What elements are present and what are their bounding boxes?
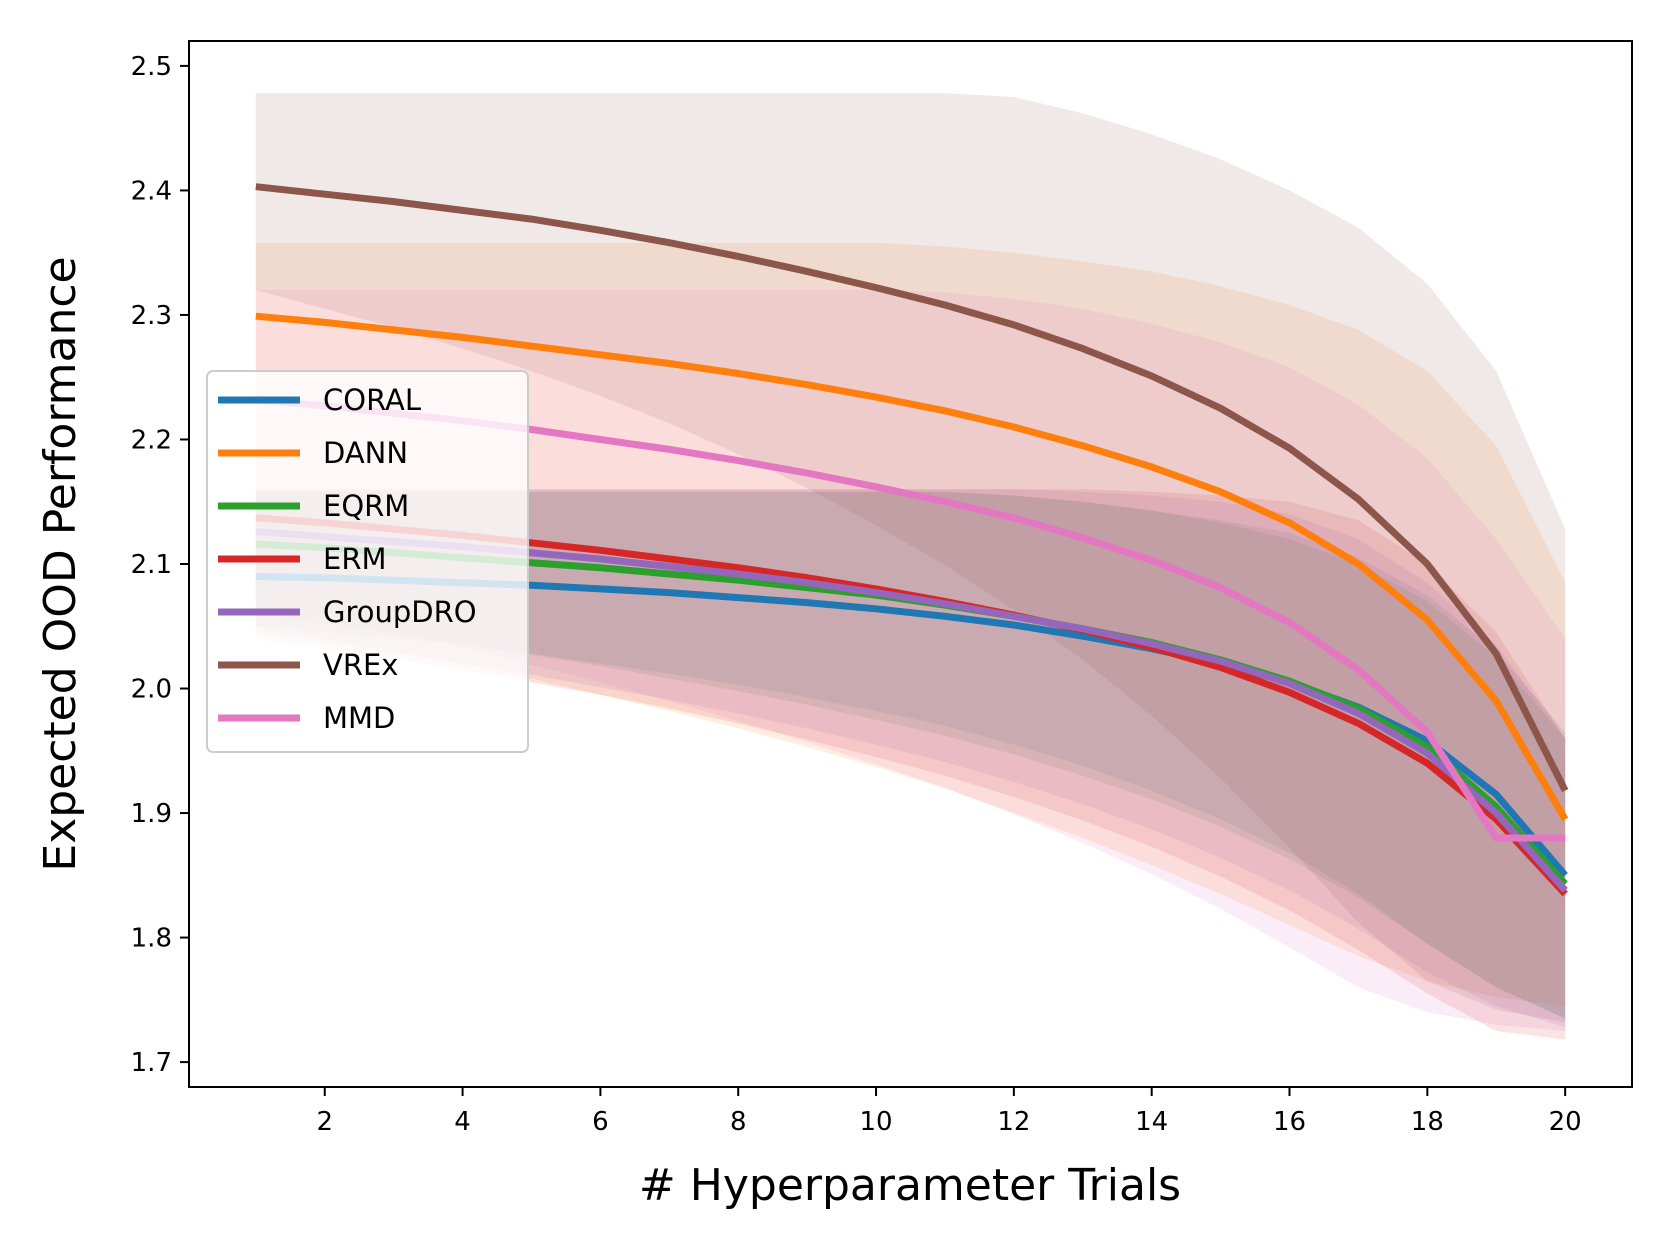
y-axis-title: Expected OOD Performance — [35, 256, 86, 871]
y-tick-label: 1.8 — [131, 924, 172, 954]
line-dann — [255, 312, 1569, 822]
y-tick-label: 2.1 — [131, 550, 172, 580]
band-groupdro — [255, 489, 1566, 1028]
legend-label-coral: CORAL — [323, 383, 421, 417]
x-axis-title: # Hyperparameter Trials — [639, 1160, 1181, 1211]
x-tick-label: 12 — [997, 1107, 1030, 1137]
band-coral — [255, 491, 1566, 1019]
x-tick-label: 20 — [1549, 1107, 1582, 1137]
line-vrex — [255, 183, 1569, 793]
y-tick-label: 2.2 — [131, 425, 172, 455]
x-tick-label: 14 — [1135, 1107, 1168, 1137]
y-tick-label: 2.0 — [131, 675, 172, 705]
x-tick-label: 6 — [592, 1107, 609, 1137]
band-eqrm — [255, 491, 1566, 1019]
legend-label-eqrm: EQRM — [323, 489, 409, 523]
band-mmd — [255, 290, 1566, 1031]
band-vrex — [255, 93, 1566, 1023]
x-tick-label: 4 — [454, 1107, 471, 1137]
y-tick-label: 2.3 — [131, 301, 172, 331]
legend-label-mmd: MMD — [323, 701, 395, 735]
band-erm — [255, 489, 1566, 1040]
x-tick-label: 18 — [1411, 1107, 1444, 1137]
legend-label-erm: ERM — [323, 542, 387, 576]
legend-label-groupdro: GroupDRO — [323, 595, 477, 629]
legend-label-dann: DANN — [323, 436, 408, 470]
y-axis: 1.7 1.8 1.9 2.0 2.1 2.2 2.3 2.4 2.5 — [131, 52, 189, 1078]
y-tick-label: 2.4 — [131, 176, 172, 206]
x-tick-label: 8 — [730, 1107, 747, 1137]
x-tick-label: 16 — [1273, 1107, 1306, 1137]
legend: CORAL DANN EQRM ERM GroupDRO VREx MMD — [206, 370, 529, 753]
confidence-bands — [255, 93, 1566, 1040]
legend-box — [206, 370, 529, 753]
x-tick-label: 2 — [316, 1107, 333, 1137]
y-tick-label: 2.5 — [131, 52, 172, 82]
x-tick-label: 10 — [859, 1107, 892, 1137]
y-tick-label: 1.9 — [131, 799, 172, 829]
x-axis: 2 4 6 8 10 12 14 16 18 20 — [316, 1087, 1582, 1137]
legend-label-vrex: VREx — [323, 648, 398, 682]
y-tick-label: 1.7 — [131, 1048, 172, 1078]
